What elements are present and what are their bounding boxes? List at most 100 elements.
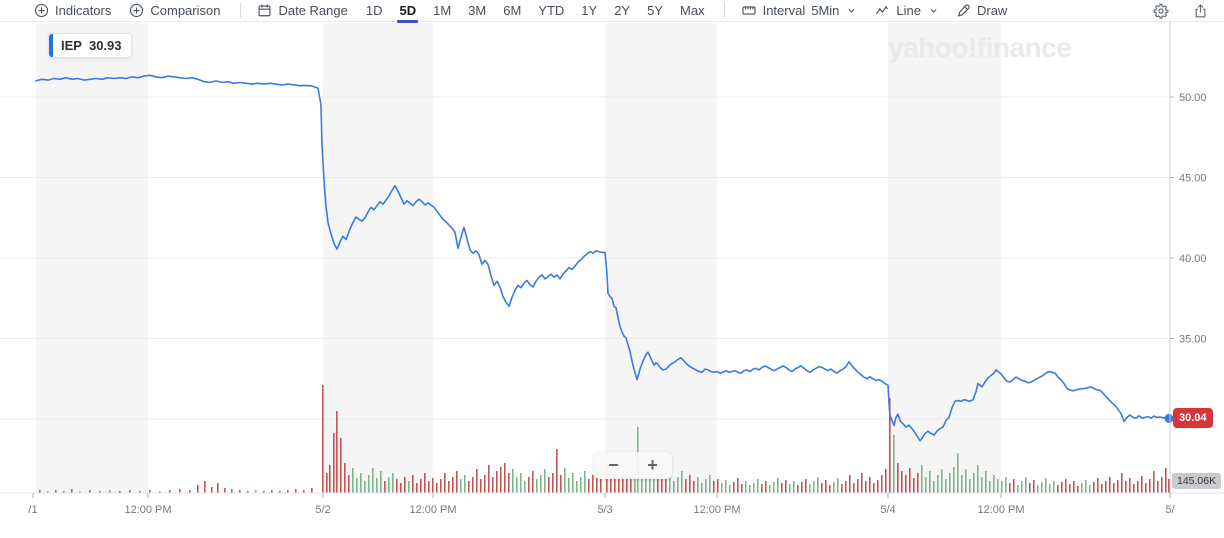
volume-bar: [789, 484, 791, 493]
volume-bar: [159, 491, 161, 493]
chart-type-label: Line: [896, 3, 921, 18]
share-button[interactable]: [1193, 3, 1208, 19]
volume-bar: [753, 483, 755, 493]
volume-bar: [777, 478, 779, 493]
volume-bar: [929, 471, 931, 493]
range-1m[interactable]: 1M: [433, 3, 452, 18]
volume-bar: [211, 487, 213, 493]
volume-bar: [857, 479, 859, 493]
volume-bar: [576, 481, 578, 493]
volume-bar: [424, 473, 426, 493]
volume-bar: [368, 475, 370, 493]
volume-bar: [540, 475, 542, 493]
volume-bar: [1025, 477, 1027, 493]
volume-bar: [556, 449, 558, 493]
range-5y[interactable]: 5Y: [647, 3, 664, 18]
volume-bar: [861, 473, 863, 493]
legend-color-bar: [49, 34, 53, 57]
chart-type-dropdown[interactable]: Line: [874, 3, 938, 18]
volume-bar: [532, 471, 534, 493]
volume-bar: [757, 479, 759, 493]
volume-bar: [941, 469, 943, 493]
symbol-legend-badge[interactable]: IEP 30.93: [48, 33, 132, 58]
volume-bar: [1045, 478, 1047, 493]
range-6m[interactable]: 6M: [503, 3, 522, 18]
volume-bar: [71, 489, 73, 493]
volume-bar: [303, 490, 305, 493]
volume-bar: [352, 468, 354, 493]
volume-bar: [681, 471, 683, 493]
volume-bar: [500, 467, 502, 493]
volume-bar: [709, 475, 711, 493]
volume-bar: [1101, 484, 1103, 493]
volume-bar: [933, 481, 935, 493]
volume-bar: [588, 479, 590, 493]
draw-button[interactable]: Draw: [956, 3, 1007, 18]
volume-bar: [1041, 482, 1043, 493]
volume-bar: [436, 483, 438, 493]
volume-bar: [596, 468, 598, 493]
circled-plus-icon: [34, 3, 49, 18]
zoom-in-button[interactable]: +: [647, 455, 658, 475]
volume-bar: [1033, 480, 1035, 493]
volume-bar: [1001, 481, 1003, 493]
volume-bar: [326, 473, 328, 493]
comparison-button[interactable]: Comparison: [129, 3, 220, 18]
volume-bar: [985, 471, 987, 493]
volume-bar: [1168, 479, 1170, 493]
volume-bar: [797, 485, 799, 493]
volume-bar: [649, 471, 651, 493]
indicators-button[interactable]: Indicators: [34, 3, 111, 18]
volume-bar: [432, 478, 434, 493]
x-axis-label: 5/4: [880, 504, 895, 516]
volume-bar: [336, 411, 338, 493]
volume-bar: [701, 483, 703, 493]
volume-bar: [508, 473, 510, 493]
volume-bar: [937, 475, 939, 493]
volume-bar: [713, 481, 715, 493]
volume-bar: [452, 477, 454, 493]
volume-bar: [737, 478, 739, 493]
range-5d[interactable]: 5D: [397, 3, 418, 23]
x-axis-label: 12:00 PM: [977, 504, 1024, 516]
price-chart-canvas[interactable]: 50.00 45.00 40.00 35.00/1 12:00 PM 5/2 12:00 P…: [0, 22, 1224, 538]
comparison-label: Comparison: [150, 3, 221, 18]
volume-bar: [287, 490, 289, 493]
indicators-label: Indicators: [55, 3, 112, 18]
settings-button[interactable]: [1153, 2, 1169, 19]
volume-bar: [705, 479, 707, 493]
volume-bar: [897, 463, 899, 493]
volume-bar: [622, 475, 624, 493]
volume-bar: [384, 481, 386, 493]
x-axis-label: 12:00 PM: [124, 504, 171, 516]
calendar-icon: [258, 4, 271, 17]
volume-bar: [480, 479, 482, 493]
volume-bar: [1093, 482, 1095, 493]
zoom-out-button[interactable]: −: [608, 455, 619, 475]
volume-bar: [673, 481, 675, 493]
range-2y[interactable]: 2Y: [614, 3, 631, 18]
volume-bar: [885, 469, 887, 493]
volume-bar: [626, 471, 628, 493]
volume-bar: [1065, 479, 1067, 493]
y-axis-label: 40.00: [1179, 253, 1207, 265]
circled-plus-icon: [130, 3, 144, 18]
volume-bar: [47, 491, 49, 493]
chart-area: 50.00 45.00 40.00 35.00/1 12:00 PM 5/2 12:00 P…: [0, 22, 1224, 538]
range-1d[interactable]: 1D: [365, 3, 383, 18]
volume-bar: [512, 469, 514, 493]
volume-bar: [893, 435, 895, 493]
volume-bar: [460, 479, 462, 493]
range-3m[interactable]: 3M: [468, 3, 487, 18]
volume-bar: [1037, 485, 1039, 493]
interval-dropdown[interactable]: Interval 5Min: [741, 3, 857, 18]
volume-bar: [1157, 481, 1159, 493]
range-1y[interactable]: 1Y: [581, 3, 598, 18]
volume-bar: [769, 485, 771, 493]
date-range-button[interactable]: Date Range: [257, 3, 348, 18]
x-axis-label: 5/3: [597, 504, 612, 516]
range-max[interactable]: Max: [680, 3, 705, 18]
range-ytd[interactable]: YTD: [538, 3, 565, 18]
x-axis-label: 12:00 PM: [409, 504, 456, 516]
volume-bar: [953, 467, 955, 493]
